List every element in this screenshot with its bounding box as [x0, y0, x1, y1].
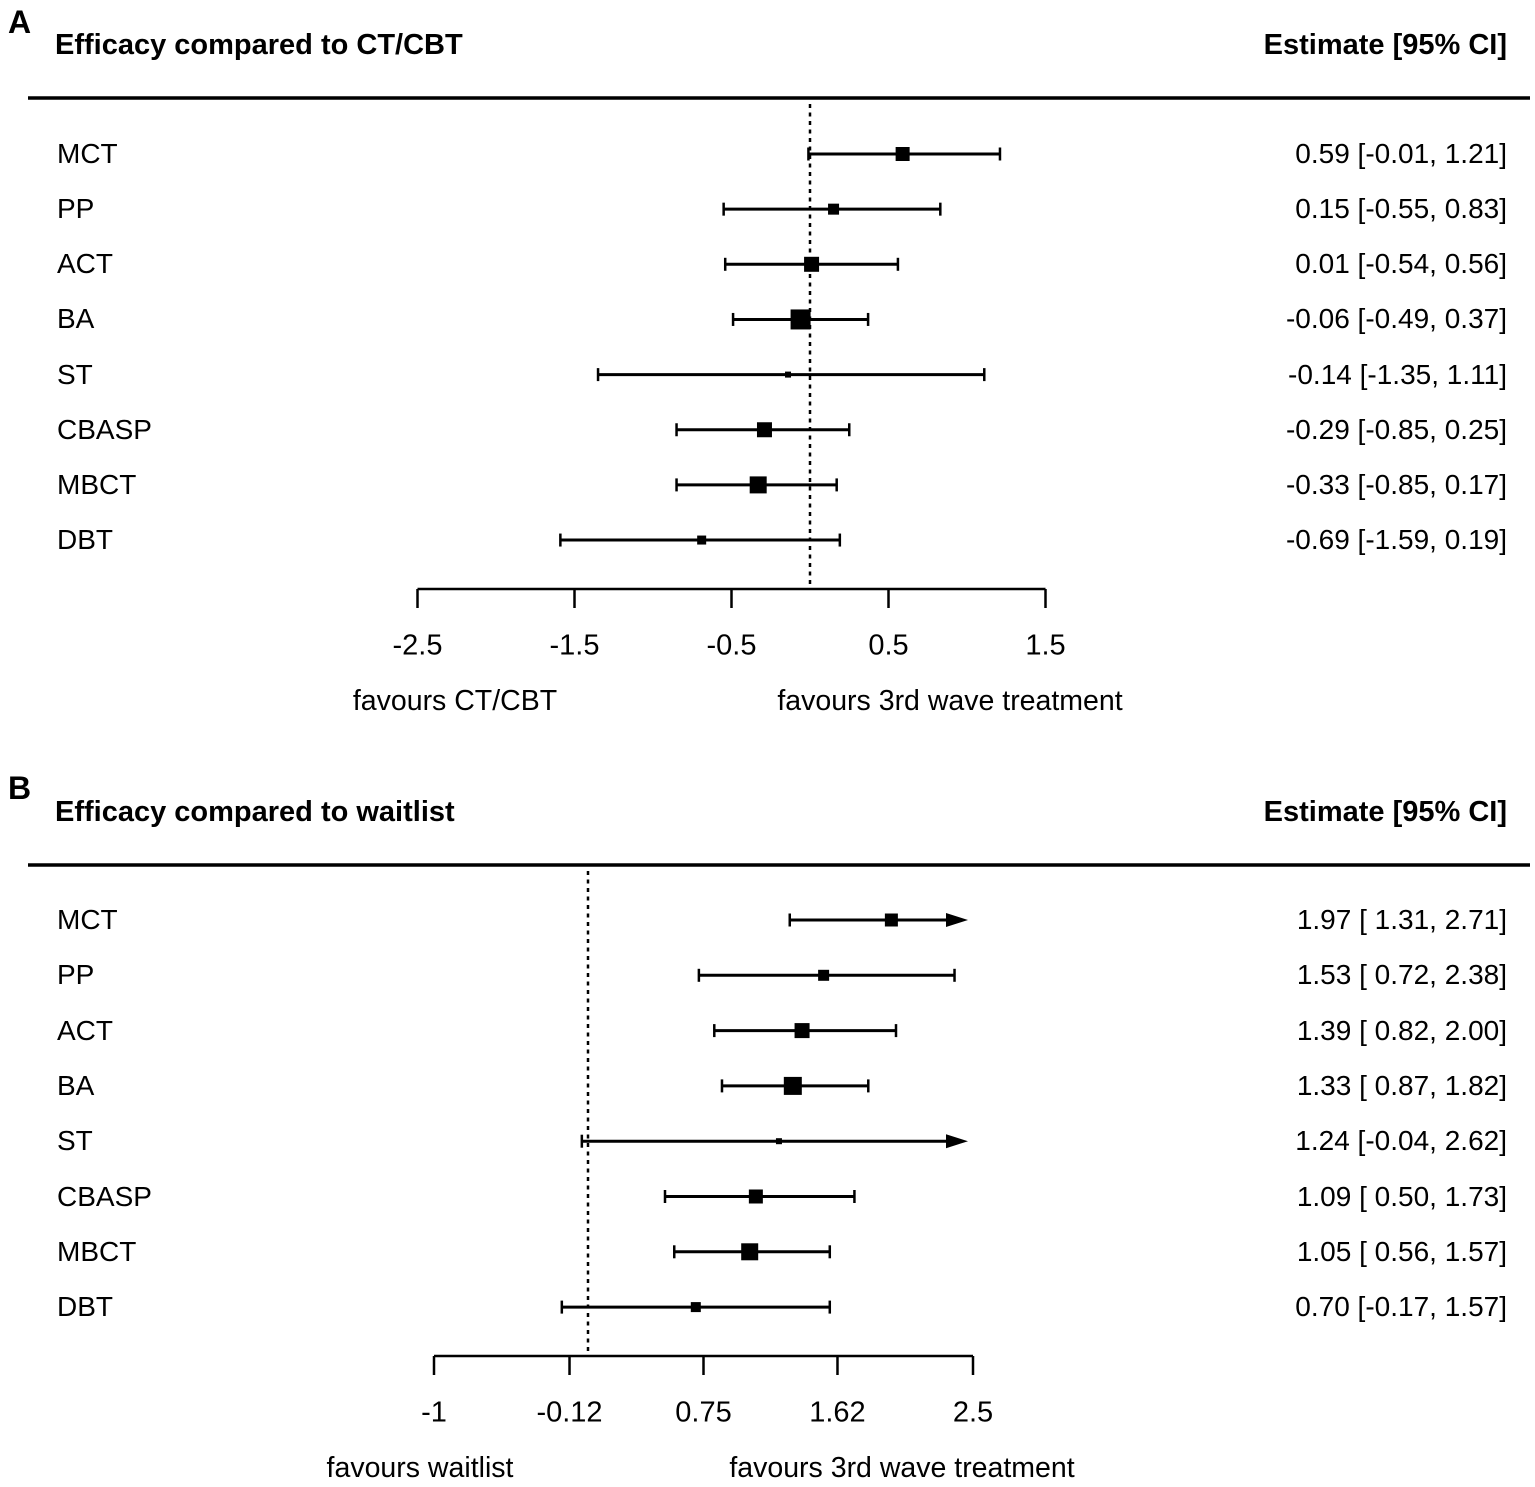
panel-b-title: Efficacy compared to waitlist	[55, 796, 455, 828]
row-label: PP	[57, 193, 95, 225]
axis-tick-label: 0.75	[675, 1396, 732, 1429]
row-label: ACT	[57, 248, 113, 280]
row-estimate: 0.70 [-0.17, 1.57]	[1295, 1291, 1507, 1323]
panel-a: A Efficacy compared to CT/CBT Estimate […	[0, 0, 1535, 740]
row-estimate: 0.59 [-0.01, 1.21]	[1295, 138, 1507, 169]
row-label: ST	[57, 358, 93, 390]
row-estimate: -0.69 [-1.59, 0.19]	[1285, 524, 1507, 556]
row-estimate: -0.29 [-0.85, 0.25]	[1285, 413, 1507, 445]
panel-b-axis-label-right: favours 3rd wave treatment	[729, 1451, 1075, 1484]
row-label: MCT	[57, 904, 118, 935]
effect-size-square	[690, 1302, 701, 1313]
row-estimate: 1.09 [ 0.50, 1.73]	[1296, 1180, 1507, 1212]
panel-b-estimate-column-header: Estimate [95% CI]	[1263, 796, 1507, 828]
axis-tick-label: -0.12	[536, 1396, 603, 1429]
axis-tick-label: -1	[421, 1396, 447, 1429]
effect-size-square	[884, 913, 898, 927]
panel-b-plot-canvas	[28, 863, 1530, 1375]
effect-size-square	[697, 535, 707, 545]
effect-size-square	[749, 476, 767, 494]
row-estimate: 0.01 [-0.54, 0.56]	[1295, 248, 1507, 280]
row-estimate: 1.97 [ 1.31, 2.71]	[1296, 904, 1507, 935]
row-label: DBT	[57, 1291, 113, 1323]
row-estimate: -0.33 [-0.85, 0.17]	[1285, 468, 1507, 500]
row-estimate: 1.24 [-0.04, 2.62]	[1295, 1125, 1507, 1157]
effect-size-square	[785, 371, 792, 378]
axis-tick-label: 1.5	[1025, 629, 1066, 662]
effect-size-square	[741, 1243, 759, 1261]
row-label: DBT	[57, 524, 113, 556]
row-estimate: 1.53 [ 0.72, 2.38]	[1296, 959, 1507, 991]
ci-clip-arrow	[946, 1134, 968, 1149]
row-label: CBASP	[57, 413, 152, 445]
row-estimate: 0.15 [-0.55, 0.83]	[1295, 193, 1507, 225]
effect-size-square	[748, 1189, 763, 1204]
effect-size-square	[804, 256, 820, 272]
row-label: MCT	[57, 138, 118, 169]
row-estimate: 1.05 [ 0.56, 1.57]	[1296, 1235, 1507, 1267]
panel-a-estimate-column-header: Estimate [95% CI]	[1263, 29, 1507, 61]
panel-a-letter: A	[8, 4, 32, 40]
panel-a-plot-canvas	[28, 96, 1530, 608]
row-label: CBASP	[57, 1180, 152, 1212]
axis-tick-label: -1.5	[549, 629, 600, 662]
row-label: BA	[57, 303, 95, 335]
axis-tick-label: 2.5	[952, 1396, 994, 1429]
panel-b-letter: B	[8, 770, 32, 806]
panel-b-axis-label-left: favours waitlist	[326, 1451, 514, 1484]
row-label: MBCT	[57, 468, 137, 500]
row-label: BA	[57, 1069, 95, 1101]
row-estimate: 1.33 [ 0.87, 1.82]	[1296, 1069, 1507, 1101]
panel-a-axis-label-left: favours CT/CBT	[352, 684, 558, 717]
effect-size-square	[818, 969, 830, 981]
row-label: ST	[57, 1125, 93, 1157]
effect-size-square	[895, 147, 910, 161]
row-estimate: -0.14 [-1.35, 1.11]	[1288, 358, 1507, 390]
axis-tick-label: 1.62	[809, 1396, 866, 1429]
effect-size-square	[783, 1076, 802, 1095]
row-label: ACT	[57, 1014, 113, 1046]
panel-a-axis-label-right: favours 3rd wave treatment	[777, 684, 1123, 717]
effect-size-square	[790, 309, 811, 330]
axis-tick-label: -2.5	[392, 629, 443, 662]
effect-size-square	[828, 203, 840, 215]
panel-a-title: Efficacy compared to CT/CBT	[55, 29, 463, 61]
row-estimate: -0.06 [-0.49, 0.37]	[1285, 303, 1507, 335]
axis-tick-label: 0.5	[868, 629, 909, 662]
axis-tick-label: -0.5	[706, 629, 757, 662]
row-estimate: 1.39 [ 0.82, 2.00]	[1296, 1014, 1507, 1046]
effect-size-square	[794, 1023, 810, 1039]
effect-size-square	[775, 1138, 782, 1145]
row-label: MBCT	[57, 1235, 137, 1267]
row-label: PP	[57, 959, 95, 991]
effect-size-square	[756, 422, 772, 438]
ci-clip-arrow	[946, 913, 968, 927]
panel-b: B Efficacy compared to waitlist Estimate…	[0, 740, 1535, 1487]
